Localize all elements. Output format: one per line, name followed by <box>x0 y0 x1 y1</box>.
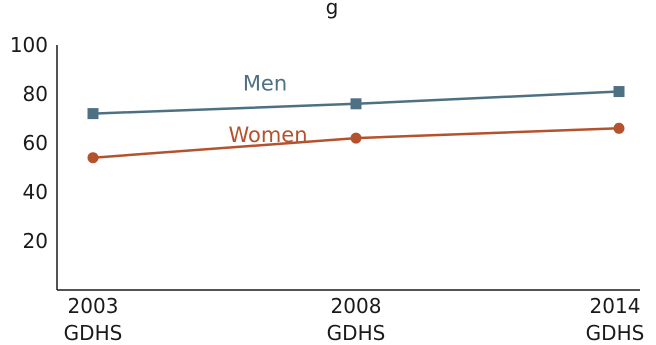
y-tick-label: 60 <box>23 131 48 155</box>
series-men: Men <box>87 72 625 120</box>
x-axis-ticks: 2003 GDHS 2008 GDHS 2014 GDHS <box>64 294 645 345</box>
axes <box>56 45 640 291</box>
x-tick-label-survey: GDHS <box>586 321 645 345</box>
x-tick-label-year: 2014 <box>590 294 641 318</box>
series-label-women: Women <box>228 123 307 147</box>
cropped-title-fragment: g <box>326 0 339 19</box>
series-group: Men Women <box>87 72 625 164</box>
x-tick-label-year: 2003 <box>68 294 119 318</box>
data-point-circle <box>350 132 362 144</box>
y-tick-label: 80 <box>23 82 48 106</box>
y-axis-ticks: 20 40 60 80 100 <box>10 33 48 253</box>
y-tick-label: 40 <box>23 180 48 204</box>
data-point-square <box>350 98 362 110</box>
x-tick-label-survey: GDHS <box>327 321 386 345</box>
y-tick-label: 20 <box>23 229 48 253</box>
data-point-square <box>613 86 625 98</box>
x-tick-label-year: 2008 <box>331 294 382 318</box>
y-tick-label: 100 <box>10 33 48 57</box>
data-point-circle <box>87 152 99 164</box>
data-point-square <box>87 108 99 120</box>
series-women: Women <box>87 122 625 164</box>
series-label-men: Men <box>243 72 287 96</box>
data-point-circle <box>613 122 625 134</box>
x-tick-label-survey: GDHS <box>64 321 123 345</box>
